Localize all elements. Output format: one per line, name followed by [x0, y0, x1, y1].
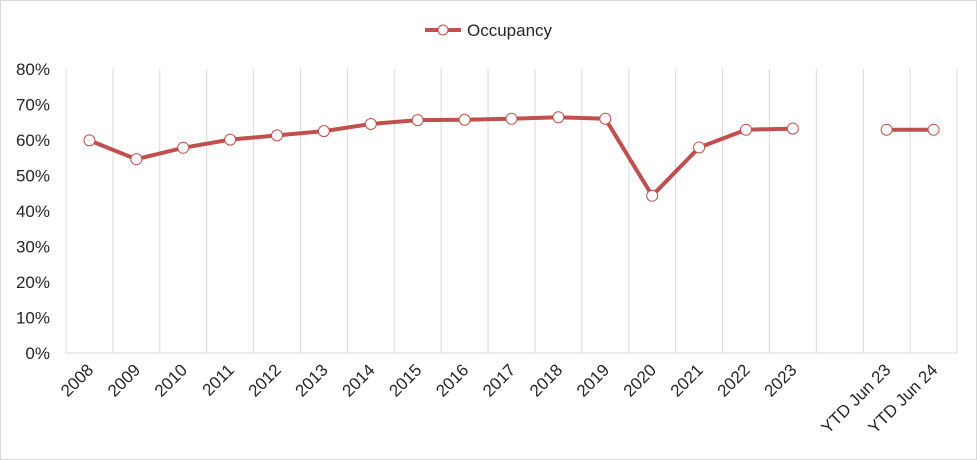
x-tick-label: 2021	[667, 360, 707, 400]
data-point-marker	[599, 112, 612, 125]
legend: Occupancy	[425, 21, 553, 40]
y-tick-label: 10%	[16, 309, 50, 328]
data-point-marker	[693, 141, 706, 154]
data-point-marker	[646, 189, 659, 202]
x-tick-label: 2016	[432, 360, 472, 400]
x-tick-label: 2017	[479, 360, 519, 400]
data-point-marker	[786, 122, 799, 135]
data-point-marker	[177, 141, 190, 154]
axes	[65, 69, 957, 354]
data-point-marker	[458, 113, 471, 126]
y-tick-label: 50%	[16, 167, 50, 186]
x-tick-label: 2023	[761, 360, 801, 400]
data-point-marker	[130, 153, 143, 166]
x-axis-tick-labels: 2008 2009 2010 2011 2012 2013 2014 2015 2016 2017…	[57, 360, 941, 437]
x-tick-label: 2010	[151, 360, 191, 400]
x-tick-label: 2011	[199, 360, 238, 399]
data-point-marker	[505, 112, 518, 125]
x-tick-label: 2008	[57, 360, 97, 400]
legend-marker-swatch	[437, 24, 449, 36]
data-point-marker	[224, 133, 237, 146]
x-tick-label: 2014	[338, 360, 378, 400]
series-line-segment	[87, 115, 795, 198]
data-point-marker	[364, 118, 377, 131]
x-tick-label: 2022	[714, 360, 754, 400]
series-occupancy	[83, 111, 940, 202]
x-tick-label: 2012	[245, 360, 285, 400]
y-tick-label: 80%	[16, 60, 50, 79]
data-point-marker	[271, 129, 284, 142]
y-axis-tick-labels: 0% 10% 20% 30% 40% 50% 60% 70% 80%	[16, 60, 50, 363]
y-tick-label: 0%	[25, 344, 50, 363]
x-tick-label: 2018	[526, 360, 566, 400]
x-tick-label: 2009	[104, 360, 144, 400]
legend-label-occupancy: Occupancy	[467, 21, 553, 40]
x-tick-label: 2015	[385, 360, 425, 400]
x-tick-label: 2013	[292, 360, 332, 400]
y-tick-label: 30%	[16, 238, 50, 257]
data-point-marker	[739, 123, 752, 136]
x-tick-label: 2020	[620, 360, 660, 400]
y-tick-label: 20%	[16, 273, 50, 292]
gridlines	[112, 69, 958, 353]
data-point-marker	[83, 134, 96, 147]
y-tick-label: 40%	[16, 202, 50, 221]
x-tick-label: 2019	[573, 360, 613, 400]
data-point-marker	[552, 111, 565, 124]
data-point-marker	[317, 125, 330, 138]
data-point-marker	[880, 123, 893, 136]
data-point-marker	[411, 114, 424, 127]
data-point-marker	[927, 123, 940, 136]
y-tick-label: 70%	[16, 96, 50, 115]
y-tick-label: 60%	[16, 131, 50, 150]
